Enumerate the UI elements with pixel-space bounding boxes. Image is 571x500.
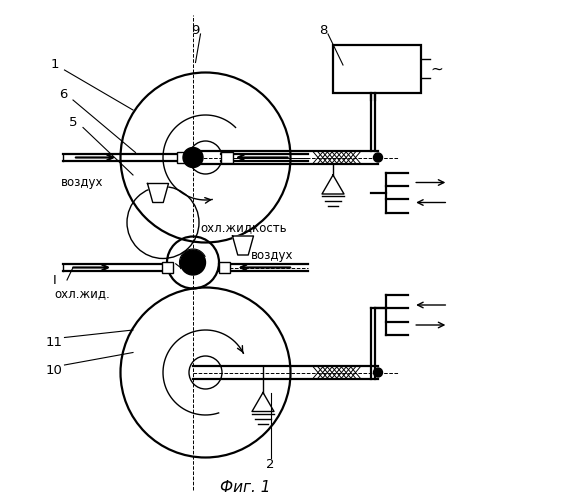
Polygon shape <box>147 184 168 203</box>
Polygon shape <box>232 236 254 255</box>
Text: охл.жид.: охл.жид. <box>54 288 110 300</box>
Text: 5: 5 <box>69 116 77 129</box>
Text: охл.жидкость: охл.жидкость <box>200 221 287 234</box>
Circle shape <box>373 153 383 162</box>
Circle shape <box>373 368 383 377</box>
Circle shape <box>183 148 203 168</box>
Text: 10: 10 <box>46 364 63 376</box>
Text: 11: 11 <box>46 336 63 349</box>
Text: 9: 9 <box>191 24 200 36</box>
Text: воздух: воздух <box>61 176 103 189</box>
Circle shape <box>180 250 206 275</box>
Text: Фиг. 1: Фиг. 1 <box>220 480 271 495</box>
Bar <box>220 152 233 162</box>
Text: 8: 8 <box>319 24 327 36</box>
Text: 1: 1 <box>50 58 59 71</box>
Bar <box>219 262 230 272</box>
Bar <box>162 262 172 272</box>
Text: 6: 6 <box>59 88 67 102</box>
Text: ~: ~ <box>431 62 443 76</box>
Bar <box>176 152 189 162</box>
Text: 2: 2 <box>266 458 275 471</box>
Text: воздух: воздух <box>251 248 293 262</box>
Bar <box>333 45 420 92</box>
Text: I: I <box>53 274 57 286</box>
